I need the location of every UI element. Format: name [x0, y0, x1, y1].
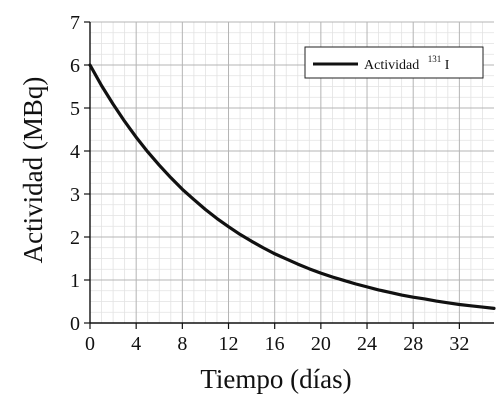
minor-grid — [90, 22, 494, 323]
series-line-activity — [88, 63, 496, 310]
legend-label-suffix: I — [445, 58, 450, 73]
x-tick-label: 16 — [265, 333, 285, 355]
legend-label-text: Actividad — [364, 58, 419, 73]
x-tick-label: 20 — [311, 333, 331, 355]
series-layer — [88, 63, 496, 310]
x-tick-label: 4 — [131, 333, 141, 355]
y-tick-label: 1 — [70, 270, 80, 292]
x-tick-label: 24 — [357, 333, 377, 355]
x-tick-label: 12 — [219, 333, 239, 355]
x-tick-label: 0 — [85, 333, 95, 355]
major-grid — [90, 21, 494, 323]
y-axis-title: Actividad (MBq) — [18, 77, 48, 264]
x-tick-label: 8 — [177, 333, 187, 355]
x-axis-ticks: 0 4 8 12 16 20 24 28 32 — [85, 323, 469, 355]
x-tick-label: 28 — [403, 333, 423, 355]
axes — [89, 22, 494, 324]
y-tick-label: 3 — [70, 184, 80, 206]
legend-box — [304, 46, 484, 79]
legend: Actividad 131 I — [304, 46, 484, 79]
y-tick-label: 7 — [70, 12, 80, 34]
y-tick-label: 6 — [70, 55, 80, 77]
y-axis-ticks: 0 1 2 3 4 5 6 7 — [70, 12, 90, 335]
x-axis-title: Tiempo (días) — [200, 364, 351, 394]
legend-label: Actividad 131 I — [364, 51, 450, 73]
y-tick-label: 2 — [70, 227, 80, 249]
y-tick-label: 0 — [70, 313, 80, 335]
x-tick-label: 32 — [449, 333, 469, 355]
y-tick-label: 4 — [70, 141, 80, 163]
legend-label-superscript: 131 — [428, 54, 442, 64]
y-tick-label: 5 — [70, 98, 80, 120]
